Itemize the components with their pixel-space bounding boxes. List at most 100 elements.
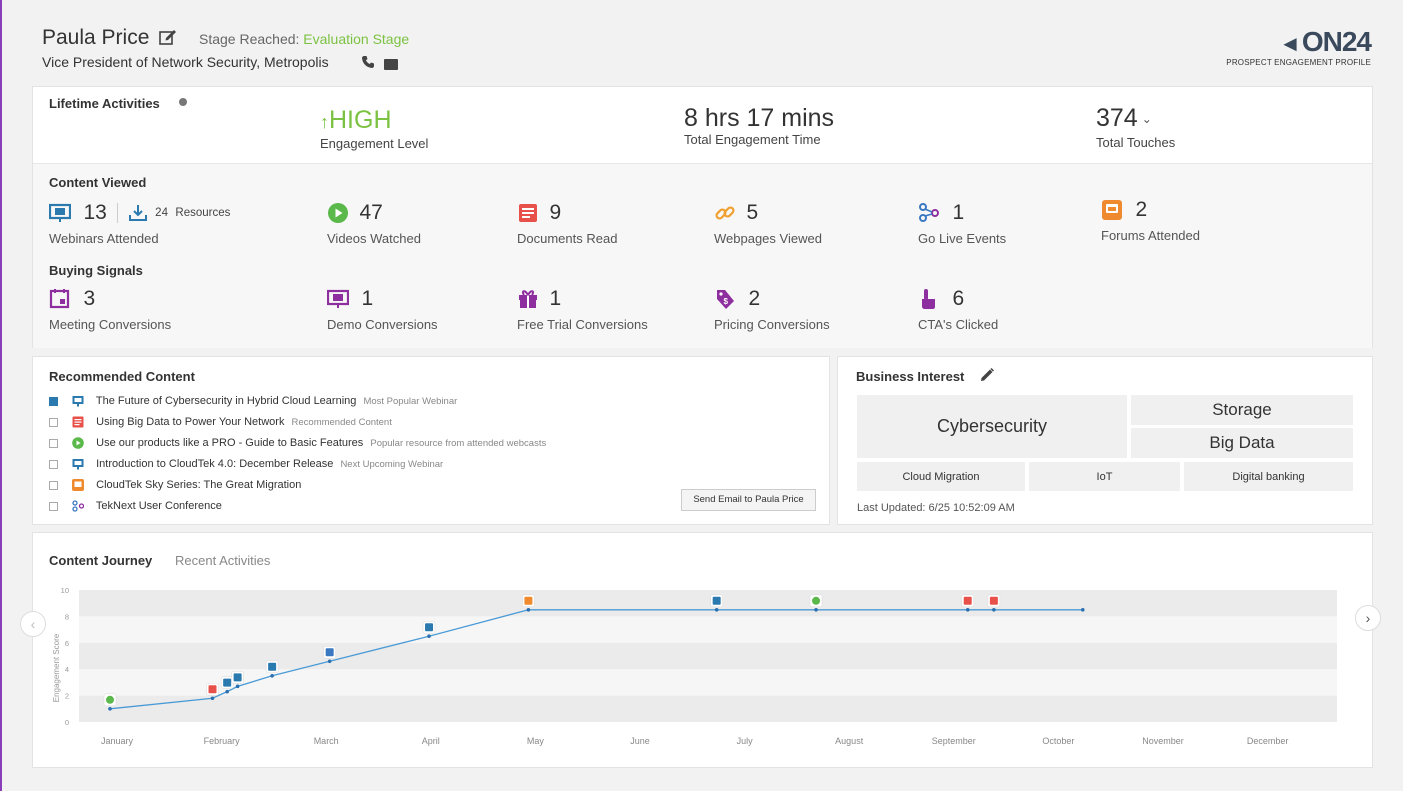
data-point[interactable] [965, 608, 970, 612]
download-icon[interactable] [128, 204, 147, 222]
webinar-marker-icon[interactable] [710, 594, 723, 608]
item-title[interactable]: Using Big Data to Power Your Network [96, 416, 285, 428]
phone-icon[interactable] [361, 55, 375, 74]
data-point[interactable] [714, 608, 719, 612]
edit-icon[interactable] [158, 27, 178, 52]
webpages-count: 5 [746, 201, 759, 224]
trial-count: 1 [549, 287, 562, 310]
next-arrow-button[interactable]: › [1355, 605, 1381, 631]
videos-label: Videos Watched [327, 231, 421, 246]
forum-icon [1101, 199, 1123, 221]
golive-stat[interactable]: 1 Go Live Events [918, 201, 1006, 246]
document-marker-icon[interactable] [206, 682, 219, 696]
item-note: Popular resource from attended webcasts [370, 438, 547, 449]
data-point[interactable] [992, 608, 996, 612]
chevron-left-icon: ‹ [30, 616, 36, 632]
pencil-edit-icon[interactable] [979, 367, 995, 388]
document-marker-icon[interactable] [987, 594, 1001, 608]
send-email-button[interactable]: Send Email to Paula Price [681, 489, 816, 511]
data-point[interactable] [270, 674, 274, 678]
item-title[interactable]: Introduction to CloudTek 4.0: December R… [96, 458, 334, 470]
email-icon[interactable] [384, 57, 398, 75]
data-point[interactable] [235, 684, 240, 689]
pricing-stat[interactable]: $ 2 Pricing Conversions [714, 287, 830, 332]
forum-marker-icon[interactable] [522, 594, 535, 608]
forums-stat[interactable]: 2 Forums Attended [1101, 198, 1200, 243]
logo-text: ON24 [1301, 26, 1372, 57]
video-marker-icon[interactable] [103, 693, 117, 707]
list-item[interactable]: CloudTek Sky Series: The Great Migration [49, 478, 301, 492]
y-tick-label: 2 [65, 692, 69, 701]
data-point[interactable] [814, 608, 818, 612]
data-point[interactable] [526, 608, 531, 612]
interest-tile-storage[interactable]: Storage [1131, 395, 1353, 425]
item-title[interactable]: Use our products like a PRO - Guide to B… [96, 437, 364, 449]
trial-stat[interactable]: 1 Free Trial Conversions [517, 287, 648, 332]
webinar-marker-icon[interactable] [231, 671, 244, 684]
documents-count: 9 [549, 201, 562, 224]
webinars-stat[interactable]: 13 24 Resources Webinars Attended [48, 201, 230, 246]
data-point[interactable] [327, 659, 332, 664]
info-icon[interactable] [179, 98, 187, 106]
forums-label: Forums Attended [1101, 228, 1200, 243]
data-point[interactable] [210, 696, 215, 701]
business-interest-panel: Business Interest Cybersecurity Storage … [837, 356, 1373, 525]
tab-content-journey[interactable]: Content Journey [49, 553, 153, 568]
webpages-label: Webpages Viewed [714, 231, 822, 246]
meeting-label: Meeting Conversions [49, 317, 172, 332]
item-title[interactable]: TekNext User Conference [95, 500, 222, 512]
list-item[interactable]: Using Big Data to Power Your Network Rec… [49, 415, 392, 429]
document-marker-icon[interactable] [961, 594, 975, 608]
tab-recent-activities[interactable]: Recent Activities [175, 553, 271, 568]
videos-stat[interactable]: 47 Videos Watched [327, 201, 421, 246]
data-point[interactable] [1080, 608, 1085, 612]
engagement-level-label: Engagement Level [320, 136, 429, 151]
engagement-level-value: HIGH [329, 106, 392, 134]
cta-stat[interactable]: 6 CTA's Clicked [918, 287, 998, 332]
webpages-stat[interactable]: 5 Webpages Viewed [714, 201, 822, 246]
engagement-time-label: Total Engagement Time [684, 132, 821, 147]
webinar-marker-icon[interactable] [265, 660, 279, 674]
golive-marker-icon[interactable] [323, 645, 336, 659]
stage-reached: Stage Reached: Evaluation Stage [199, 31, 409, 47]
checkbox[interactable] [49, 501, 58, 511]
list-item[interactable]: TekNext User Conference [49, 499, 222, 513]
video-marker-icon[interactable] [809, 594, 823, 608]
touches-label: Total Touches [1096, 134, 1176, 150]
data-point[interactable] [108, 707, 112, 711]
interest-tile-digital-banking[interactable]: Digital banking [1184, 462, 1353, 491]
item-note: Recommended Content [291, 417, 392, 428]
x-tick-label: July [737, 736, 754, 746]
item-title[interactable]: The Future of Cybersecurity in Hybrid Cl… [95, 395, 357, 407]
total-touches[interactable]: 374 ⌄ Total Touches [1096, 105, 1175, 150]
demo-stat[interactable]: 1 Demo Conversions [326, 287, 438, 332]
interest-tile-iot[interactable]: IoT [1029, 462, 1180, 491]
checkbox[interactable] [49, 480, 58, 490]
x-tick-label: January [101, 736, 134, 746]
checkbox[interactable] [49, 438, 58, 448]
checkbox[interactable] [49, 396, 58, 406]
x-tick-label: May [527, 736, 545, 746]
documents-stat[interactable]: 9 Documents Read [517, 201, 617, 246]
content-viewed-title: Content Viewed [49, 175, 147, 190]
interest-tile-big-data[interactable]: Big Data [1131, 428, 1353, 458]
list-item[interactable]: Introduction to CloudTek 4.0: December R… [49, 457, 443, 471]
data-point[interactable] [225, 689, 229, 694]
y-tick-label: 8 [65, 612, 69, 621]
lifetime-title: Lifetime Activities [49, 96, 160, 111]
engagement-time: 8 hrs 17 mins Total Engagement Time [684, 105, 834, 148]
y-tick-label: 0 [65, 718, 69, 727]
interest-tile-cloud-migration[interactable]: Cloud Migration [857, 462, 1025, 491]
item-title[interactable]: CloudTek Sky Series: The Great Migration [96, 479, 302, 491]
document-icon [72, 416, 84, 428]
prev-arrow-button[interactable]: ‹ [20, 611, 46, 637]
checkbox[interactable] [49, 459, 58, 469]
webinar-marker-icon[interactable] [422, 620, 436, 634]
data-point[interactable] [427, 634, 431, 638]
interest-tile-primary[interactable]: Cybersecurity [857, 395, 1127, 458]
list-item[interactable]: Use our products like a PRO - Guide to B… [49, 436, 546, 450]
checkbox[interactable] [49, 417, 58, 427]
list-item[interactable]: The Future of Cybersecurity in Hybrid Cl… [49, 394, 457, 408]
meeting-stat[interactable]: 3 Meeting Conversions [49, 287, 171, 332]
chevron-down-icon[interactable]: ⌄ [1141, 111, 1152, 126]
